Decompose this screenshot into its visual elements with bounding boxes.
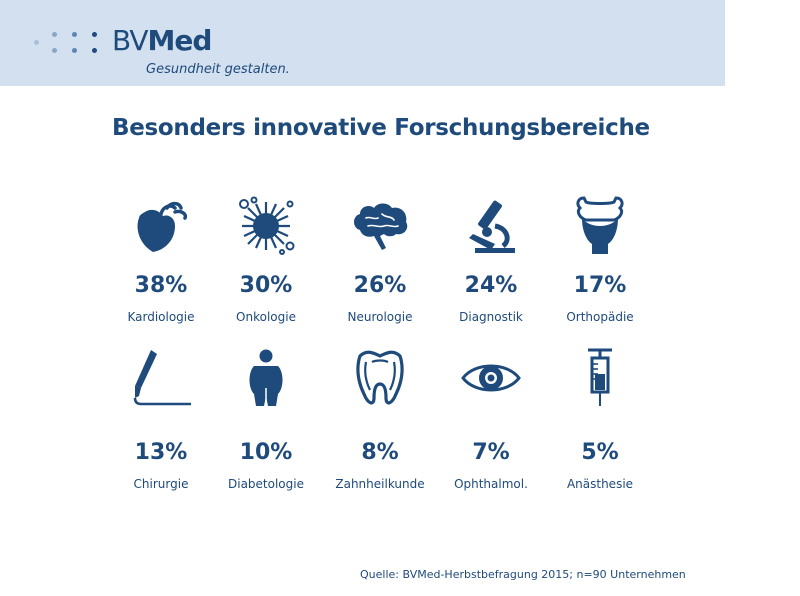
microscope-icon [461,196,521,256]
category-label: Zahnheilkunde [335,477,425,491]
logo-dot [34,40,39,45]
category-label: Onkologie [236,310,296,324]
heart-icon [131,196,191,256]
logo-dot [72,48,77,53]
data-label: 10% [239,440,293,465]
data-label: 8% [361,440,399,465]
tooth-icon [350,348,410,408]
data-label: 17% [573,273,627,298]
category-label: Orthopädie [566,310,634,324]
logo: BVMed [112,24,213,57]
data-label: 13% [134,440,188,465]
category-label: Diagnostik [459,310,523,324]
category-label: Anästhesie [566,477,634,491]
data-label: 7% [472,440,510,465]
brain-icon [350,196,410,256]
category-label: Neurologie [347,310,413,324]
logo-dot [72,32,77,37]
syringe-icon [570,348,630,408]
joint-bone-icon [570,196,630,256]
data-label: 5% [581,440,619,465]
category-label: Kardiologie [127,310,195,324]
category-label: Ophthalmol. [454,477,528,491]
category-label: Diabetologie [228,477,304,491]
logo-dots-icon [34,28,104,56]
logo-bv: BV [112,24,149,57]
logo-dot [52,48,57,53]
logo-dot [92,48,97,53]
person-icon [236,348,296,408]
data-label: 38% [134,273,188,298]
data-label: 26% [353,273,407,298]
logo-dot [92,32,97,37]
logo-dot [52,32,57,37]
data-label: 30% [239,273,293,298]
category-label: Chirurgie [133,477,189,491]
eye-icon [461,348,521,408]
chart-title: Besonders innovative Forschungsbereiche [112,115,650,141]
source-note: Quelle: BVMed-Herbstbefragung 2015; n=90… [360,568,686,581]
header-band: BVMed Gesundheit gestalten. [0,0,725,86]
tumor-cell-icon [236,196,296,256]
scalpel-icon [131,348,191,408]
logo-med: Med [147,24,213,57]
tagline: Gesundheit gestalten. [146,62,290,77]
data-label: 24% [464,273,518,298]
